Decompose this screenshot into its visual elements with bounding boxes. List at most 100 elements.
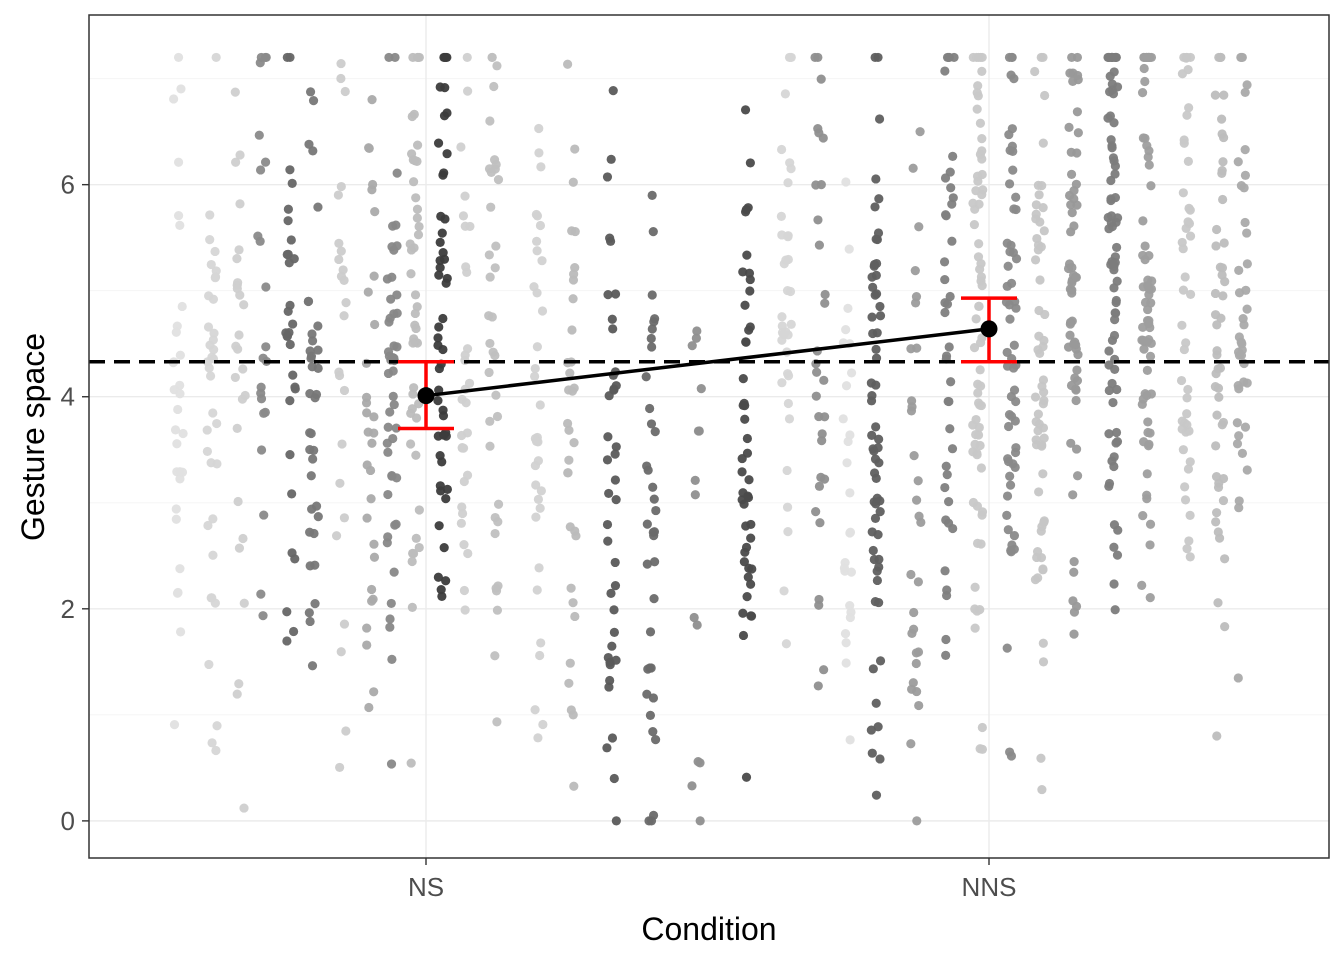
data-point (172, 588, 183, 598)
data-point (976, 381, 986, 391)
data-point (946, 377, 956, 387)
data-point (493, 499, 504, 509)
data-point (202, 425, 212, 435)
data-point (1239, 320, 1249, 330)
data-point (867, 272, 877, 282)
data-point (874, 597, 884, 608)
data-point (972, 538, 983, 548)
data-point (1068, 596, 1078, 606)
data-point (491, 241, 501, 251)
data-point (568, 598, 578, 608)
data-point (283, 204, 293, 214)
data-point (841, 177, 851, 187)
data-point (439, 168, 449, 178)
data-point (490, 263, 500, 273)
data-point (648, 810, 659, 820)
data-point (647, 290, 657, 300)
data-point (307, 329, 317, 339)
data-point (367, 95, 377, 105)
data-point (392, 168, 402, 178)
data-point (570, 226, 580, 237)
data-point (386, 598, 396, 609)
data-point (538, 719, 548, 730)
data-point (1065, 319, 1075, 329)
data-point (695, 758, 705, 768)
data-point (874, 114, 885, 124)
data-point (1216, 313, 1226, 323)
mean-point (417, 387, 435, 405)
data-point (1110, 364, 1120, 374)
data-point (203, 322, 214, 332)
data-point (975, 337, 986, 348)
data-point (1139, 437, 1149, 447)
data-point (459, 585, 469, 596)
data-point (492, 61, 502, 71)
data-point (873, 722, 883, 732)
data-point (1146, 389, 1156, 399)
data-point (1182, 110, 1192, 120)
data-point (783, 232, 793, 242)
data-point (746, 533, 756, 543)
data-point (1212, 410, 1222, 420)
data-point (1142, 141, 1152, 151)
data-point (976, 258, 986, 269)
data-point (744, 475, 754, 485)
data-point (409, 383, 419, 393)
data-point (457, 508, 468, 519)
data-point (1181, 53, 1191, 63)
data-point (535, 220, 546, 231)
y-tick-label: 2 (61, 594, 75, 624)
data-point (1067, 208, 1077, 218)
data-point (282, 331, 293, 341)
data-point (1242, 228, 1252, 238)
data-point (386, 759, 397, 769)
data-point (310, 560, 320, 570)
data-point (648, 482, 658, 492)
data-point (212, 721, 222, 731)
data-point (1183, 384, 1193, 395)
data-point (173, 404, 183, 415)
data-point (696, 384, 706, 394)
data-point (1038, 203, 1048, 213)
data-point (1234, 265, 1244, 275)
data-point (784, 414, 795, 424)
data-point (169, 720, 180, 730)
data-point (493, 517, 503, 527)
data-point (1011, 192, 1021, 202)
data-point (941, 515, 951, 525)
data-point (534, 563, 544, 573)
data-point (1035, 275, 1045, 285)
summary-layer (89, 296, 1329, 431)
data-point (234, 679, 244, 689)
data-point (304, 608, 314, 618)
data-point (1240, 145, 1250, 155)
data-point (914, 222, 924, 232)
data-point (530, 363, 540, 374)
data-point (785, 52, 795, 63)
data-point (439, 543, 449, 553)
data-point (940, 298, 950, 308)
data-point (1236, 350, 1247, 360)
data-point (909, 451, 919, 461)
data-point (875, 656, 886, 666)
data-point (839, 563, 850, 573)
data-point (642, 519, 652, 529)
data-point (841, 638, 851, 648)
data-point (456, 430, 467, 441)
data-point (602, 519, 613, 530)
data-point (868, 328, 878, 339)
data-point (1182, 409, 1192, 419)
data-point (972, 104, 982, 114)
data-point (605, 233, 615, 243)
data-point (1234, 332, 1244, 342)
data-point (383, 447, 393, 457)
data-point (941, 650, 951, 660)
data-point (1234, 503, 1244, 513)
data-point (568, 294, 578, 304)
data-point (336, 73, 346, 84)
data-point (906, 739, 916, 749)
data-point (969, 219, 979, 230)
data-point (310, 599, 320, 609)
data-point (1212, 731, 1222, 741)
